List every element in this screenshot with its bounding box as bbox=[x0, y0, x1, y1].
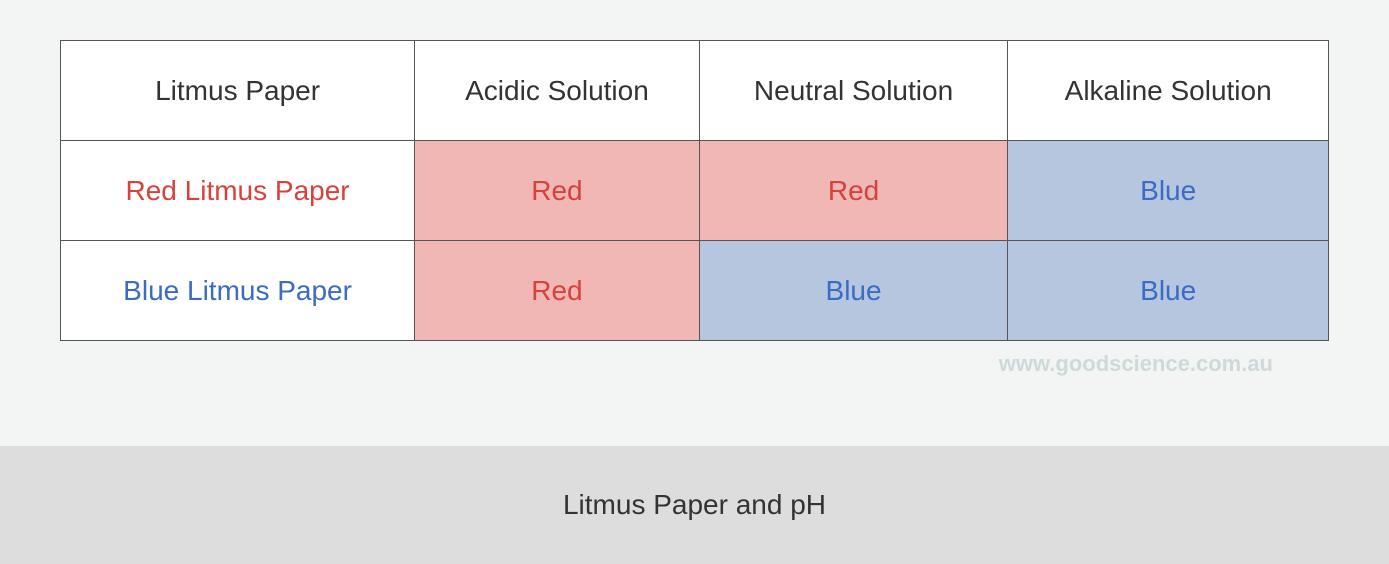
watermark-text: www.goodscience.com.au bbox=[60, 341, 1329, 377]
caption-bar: Litmus Paper and pH bbox=[0, 446, 1389, 564]
cell-red-acidic: Red bbox=[415, 141, 700, 241]
content-area: Litmus Paper Acidic Solution Neutral Sol… bbox=[0, 0, 1389, 377]
row-label-red-litmus: Red Litmus Paper bbox=[61, 141, 415, 241]
cell-blue-neutral: Blue bbox=[699, 241, 1008, 341]
table-row: Red Litmus Paper Red Red Blue bbox=[61, 141, 1329, 241]
cell-red-neutral: Red bbox=[699, 141, 1008, 241]
col-header-litmus: Litmus Paper bbox=[61, 41, 415, 141]
col-header-neutral: Neutral Solution bbox=[699, 41, 1008, 141]
cell-blue-alkaline: Blue bbox=[1008, 241, 1329, 341]
col-header-acidic: Acidic Solution bbox=[415, 41, 700, 141]
cell-red-alkaline: Blue bbox=[1008, 141, 1329, 241]
col-header-alkaline: Alkaline Solution bbox=[1008, 41, 1329, 141]
litmus-table: Litmus Paper Acidic Solution Neutral Sol… bbox=[60, 40, 1329, 341]
row-label-blue-litmus: Blue Litmus Paper bbox=[61, 241, 415, 341]
cell-blue-acidic: Red bbox=[415, 241, 700, 341]
caption-text: Litmus Paper and pH bbox=[563, 489, 826, 521]
table-row: Blue Litmus Paper Red Blue Blue bbox=[61, 241, 1329, 341]
table-header-row: Litmus Paper Acidic Solution Neutral Sol… bbox=[61, 41, 1329, 141]
